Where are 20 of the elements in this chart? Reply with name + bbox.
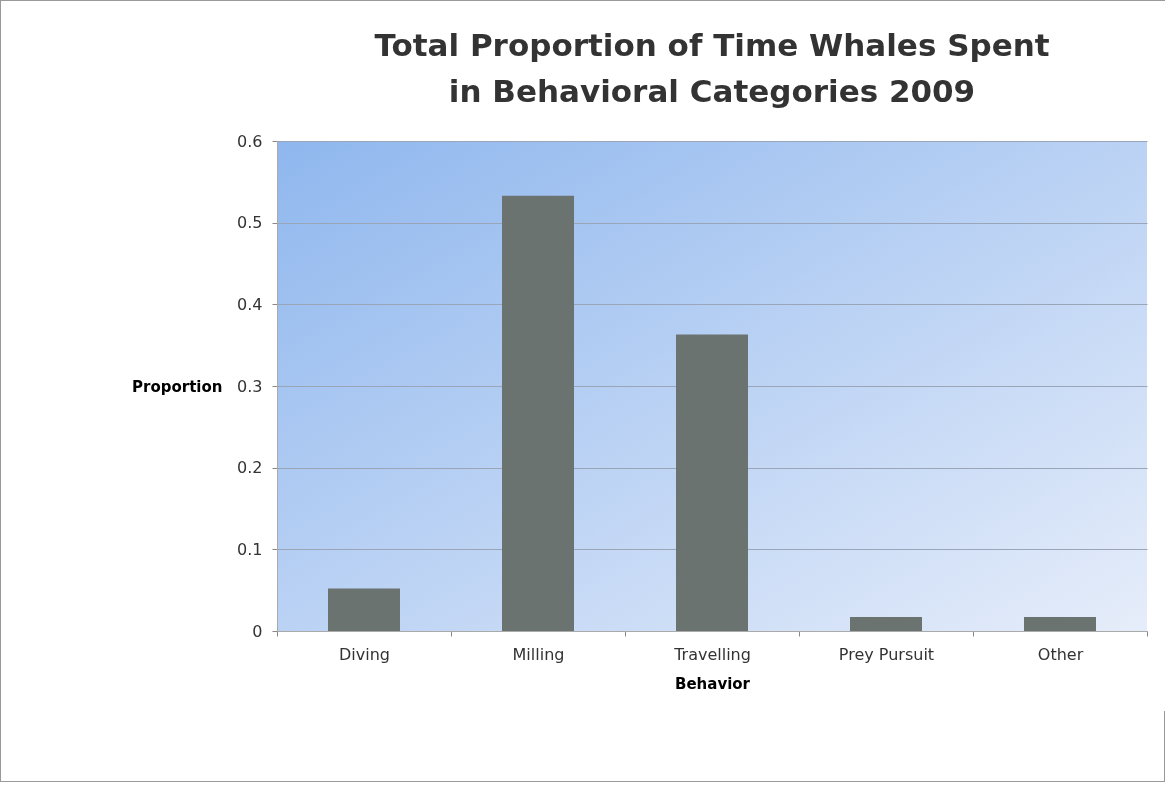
x-tick-label: Milling — [512, 644, 565, 664]
bar — [502, 195, 574, 631]
y-tick-label: 0.6 — [237, 131, 263, 151]
y-tick-label: 0.2 — [237, 458, 263, 478]
chart-title: Total Proportion of Time Whales Spent in Behavioral Categories 2009 — [374, 27, 1050, 109]
x-tick-label: Other — [1037, 644, 1084, 664]
y-tick-label: 0.4 — [237, 294, 263, 314]
bar — [328, 588, 400, 631]
x-tick-label: Prey Pursuit — [838, 644, 935, 664]
bar — [676, 334, 748, 631]
y-tick-label: 0.1 — [237, 539, 263, 559]
bar — [850, 617, 922, 631]
x-tick-label: Diving — [339, 644, 390, 664]
y-axis-title: Proportion — [132, 377, 223, 396]
x-axis-title: Behavior — [674, 674, 751, 693]
x-tick-label: Travelling — [673, 644, 751, 664]
y-tick-label: 0.3 — [237, 376, 263, 396]
y-tick-label: 0.5 — [237, 213, 263, 233]
bar — [1024, 617, 1096, 631]
y-tick-label: 0 — [252, 621, 263, 641]
